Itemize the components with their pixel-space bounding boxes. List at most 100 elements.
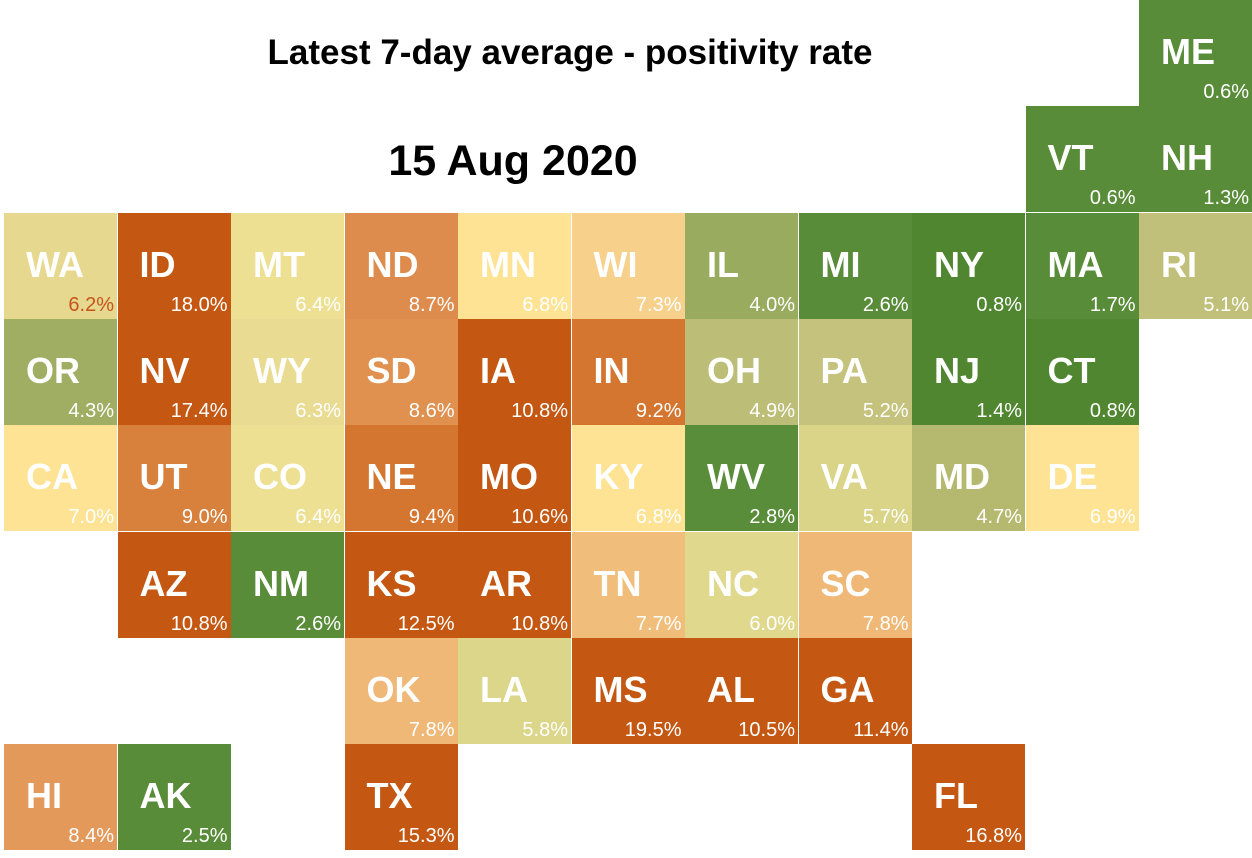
- state-positivity-value: 5.1%: [1203, 293, 1249, 316]
- state-positivity-value: 6.9%: [1089, 506, 1136, 529]
- state-abbr: CT: [1047, 349, 1096, 391]
- state-tile-or: OR 4.3%: [4, 318, 117, 425]
- state-positivity-value: 4.0%: [749, 293, 795, 316]
- state-positivity-value: 1.4%: [976, 399, 1022, 422]
- state-tile-ga: GA 11.4%: [798, 637, 912, 744]
- state-positivity-value: 9.0%: [181, 506, 228, 529]
- state-abbr: IA: [480, 349, 516, 391]
- state-positivity-value: 8.6%: [408, 399, 455, 422]
- state-tile-ca: CA 7.0%: [4, 425, 117, 532]
- state-abbr: DE: [1047, 456, 1098, 498]
- state-tile-ri: RI 5.1%: [1139, 212, 1252, 319]
- state-tile-in: IN 9.2%: [571, 318, 685, 425]
- state-positivity-value: 0.8%: [1089, 399, 1136, 422]
- state-abbr: NY: [934, 243, 985, 285]
- state-positivity-value: 4.7%: [976, 506, 1022, 529]
- state-abbr: MA: [1047, 243, 1104, 285]
- state-abbr: NE: [366, 456, 417, 498]
- state-tile-az: AZ 10.8%: [117, 531, 231, 638]
- state-positivity-value: 0.6%: [1203, 81, 1249, 103]
- state-positivity-value: 6.8%: [522, 293, 568, 316]
- state-tile-mt: MT 6.4%: [231, 212, 344, 319]
- state-abbr: LA: [480, 668, 528, 710]
- state-abbr: MS: [593, 668, 648, 710]
- state-abbr: RI: [1161, 243, 1197, 285]
- state-abbr: AK: [139, 775, 192, 817]
- state-positivity-value: 17.4%: [170, 399, 228, 422]
- state-tile-nd: ND 8.7%: [344, 212, 458, 319]
- state-abbr: OR: [26, 349, 80, 391]
- state-tile-ia: IA 10.8%: [458, 318, 571, 425]
- state-positivity-value: 10.8%: [511, 612, 568, 635]
- state-abbr: SD: [366, 349, 417, 391]
- state-tile-tn: TN 7.7%: [571, 531, 685, 638]
- state-positivity-value: 6.4%: [295, 506, 341, 529]
- state-tile-de: DE 6.9%: [1025, 425, 1139, 532]
- state-abbr: ME: [1161, 31, 1215, 72]
- state-tile-nm: NM 2.6%: [231, 531, 344, 638]
- state-abbr: KY: [593, 456, 644, 498]
- state-tile-ky: KY 6.8%: [571, 425, 685, 532]
- state-positivity-value: 4.9%: [749, 399, 795, 422]
- state-tile-ct: CT 0.8%: [1025, 318, 1139, 425]
- state-abbr: PA: [820, 349, 868, 391]
- state-tile-ks: KS 12.5%: [344, 531, 458, 638]
- state-tile-tx: TX 15.3%: [344, 744, 458, 851]
- state-positivity-value: 12.5%: [397, 612, 455, 635]
- state-tile-fl: FL 16.8%: [912, 744, 1025, 851]
- state-tile-ny: NY 0.8%: [912, 212, 1025, 319]
- state-abbr: UT: [139, 456, 188, 498]
- state-abbr: VA: [820, 456, 868, 498]
- state-positivity-value: 6.3%: [295, 399, 341, 422]
- state-abbr: NH: [1161, 137, 1213, 179]
- state-abbr: MO: [480, 456, 538, 498]
- state-positivity-value: 2.5%: [181, 825, 228, 848]
- state-tile-il: IL 4.0%: [685, 212, 798, 319]
- state-tile-va: VA 5.7%: [798, 425, 912, 532]
- state-tile-mi: MI 2.6%: [798, 212, 912, 319]
- state-abbr: WV: [707, 456, 765, 498]
- state-positivity-value: 11.4%: [853, 718, 909, 741]
- state-positivity-value: 7.3%: [635, 293, 682, 316]
- state-positivity-value: 8.4%: [68, 825, 114, 848]
- state-tile-pa: PA 5.2%: [798, 318, 912, 425]
- state-tile-wv: WV 2.8%: [685, 425, 798, 532]
- state-positivity-value: 1.3%: [1203, 187, 1249, 210]
- state-tile-wy: WY 6.3%: [231, 318, 344, 425]
- state-tile-al: AL 10.5%: [685, 637, 798, 744]
- state-abbr: NC: [707, 562, 759, 604]
- state-positivity-value: 7.8%: [862, 612, 909, 635]
- state-abbr: KS: [366, 562, 417, 604]
- state-abbr: TX: [366, 775, 413, 817]
- state-positivity-value: 10.6%: [511, 506, 568, 529]
- state-positivity-value: 9.2%: [635, 399, 682, 422]
- state-positivity-value: 5.8%: [522, 718, 568, 741]
- state-positivity-value: 10.8%: [170, 612, 228, 635]
- state-abbr: CO: [253, 456, 307, 498]
- state-abbr: NV: [139, 349, 190, 391]
- state-positivity-value: 8.7%: [408, 293, 455, 316]
- state-abbr: MI: [820, 243, 861, 285]
- state-abbr: ID: [139, 243, 176, 285]
- state-positivity-value: 5.2%: [862, 399, 909, 422]
- state-positivity-value: 7.7%: [635, 612, 682, 635]
- state-tile-nc: NC 6.0%: [685, 531, 798, 638]
- state-positivity-value: 2.6%: [862, 293, 909, 316]
- state-positivity-value: 2.6%: [295, 612, 341, 635]
- state-abbr: AR: [480, 562, 532, 604]
- state-positivity-value: 10.5%: [738, 718, 795, 741]
- state-tile-ne: NE 9.4%: [344, 425, 458, 532]
- state-positivity-value: 16.8%: [965, 825, 1022, 848]
- state-abbr: OH: [707, 349, 761, 391]
- state-positivity-value: 6.8%: [635, 506, 682, 529]
- state-positivity-value: 15.3%: [397, 825, 455, 848]
- state-tile-md: MD 4.7%: [912, 425, 1025, 532]
- state-abbr: NM: [253, 562, 309, 604]
- state-tile-co: CO 6.4%: [231, 425, 344, 532]
- state-tile-ok: OK 7.8%: [344, 637, 458, 744]
- state-abbr: VT: [1047, 137, 1094, 179]
- map-title: Latest 7-day average - positivity rate: [267, 33, 873, 72]
- state-tile-mn: MN 6.8%: [458, 212, 571, 319]
- state-abbr: ND: [366, 243, 419, 285]
